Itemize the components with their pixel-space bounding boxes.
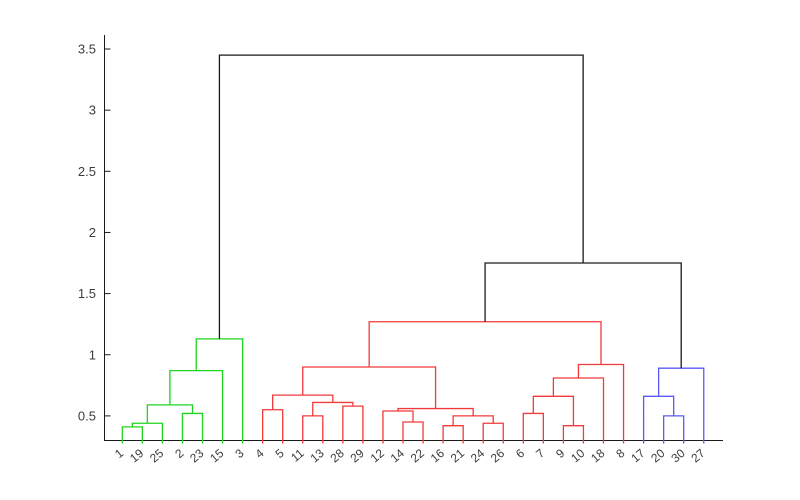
y-tick-label: 0.5: [78, 408, 96, 423]
link-k2: [218, 54, 584, 339]
leaf-label: 7: [533, 446, 547, 461]
leaf-label: 15: [207, 446, 226, 466]
link-k1: [484, 262, 682, 369]
link-r11: [397, 407, 474, 416]
y-tick-label: 3.5: [78, 42, 96, 57]
leaf-label: 27: [688, 446, 707, 466]
link-r18: [368, 321, 602, 367]
leaf-label: 1: [112, 446, 126, 461]
link-r4: [312, 401, 354, 416]
leaf-label: 23: [187, 446, 206, 466]
y-tick-label: 1.5: [78, 286, 96, 301]
link-r1: [262, 409, 284, 444]
axes: [104, 35, 723, 441]
leaf-label: 26: [488, 446, 507, 466]
leaf-label: 24: [468, 446, 487, 466]
y-tick-label: 2: [89, 225, 96, 240]
link-r2: [302, 415, 324, 444]
leaf-label: 4: [252, 446, 266, 461]
leaf-label: 19: [127, 446, 146, 466]
y-tick-labels: 0.5 1 1.5 2 2.5 3 3.5: [78, 42, 111, 423]
leaf-label: 18: [588, 446, 607, 466]
link-r17: [577, 363, 625, 444]
leaf-label: 5: [273, 446, 287, 461]
link-r10: [452, 415, 494, 426]
link-r15: [532, 395, 575, 426]
link-g3: [181, 412, 204, 444]
link-r16: [552, 377, 605, 444]
leaf-label: 17: [628, 446, 647, 466]
link-g6: [195, 338, 244, 444]
link-r13: [522, 412, 544, 444]
leaf-label: 2: [172, 446, 186, 461]
leaf-label: 21: [448, 446, 467, 466]
leaf-label: 13: [307, 446, 326, 466]
y-tick-label: 1: [89, 347, 96, 362]
leaf-label: 9: [553, 446, 567, 461]
leaf-label: 11: [288, 446, 307, 465]
link-r7: [382, 410, 414, 444]
y-tick-label: 3: [89, 103, 96, 118]
link-b2: [642, 395, 675, 444]
leaf-label: 8: [613, 446, 627, 461]
leaf-label: 16: [428, 446, 447, 466]
leaf-label: 20: [648, 446, 667, 466]
link-g5: [169, 369, 224, 444]
leaf-label: 10: [568, 446, 587, 466]
leaf-label: 30: [668, 446, 687, 466]
link-r3: [342, 405, 364, 444]
leaf-label: 25: [147, 446, 166, 466]
link-g1: [121, 426, 143, 444]
leaf-label: 3: [232, 446, 246, 461]
link-b3: [657, 367, 705, 444]
leaf-label: 29: [348, 446, 367, 466]
dendrogram-links: [121, 54, 705, 444]
leaf-labels: 1 19 25 2 23 15 3 4 5 11 13 28 29 12 14 22 16 21 24 26 6 7 9 10…: [112, 446, 708, 466]
leaf-label: 6: [513, 446, 527, 461]
leaf-label: 28: [328, 446, 347, 466]
leaf-label: 14: [388, 446, 407, 466]
link-b1: [663, 415, 685, 444]
leaf-label: 22: [408, 446, 427, 466]
y-tick-label: 2.5: [78, 164, 96, 179]
leaf-label: 12: [368, 446, 387, 466]
